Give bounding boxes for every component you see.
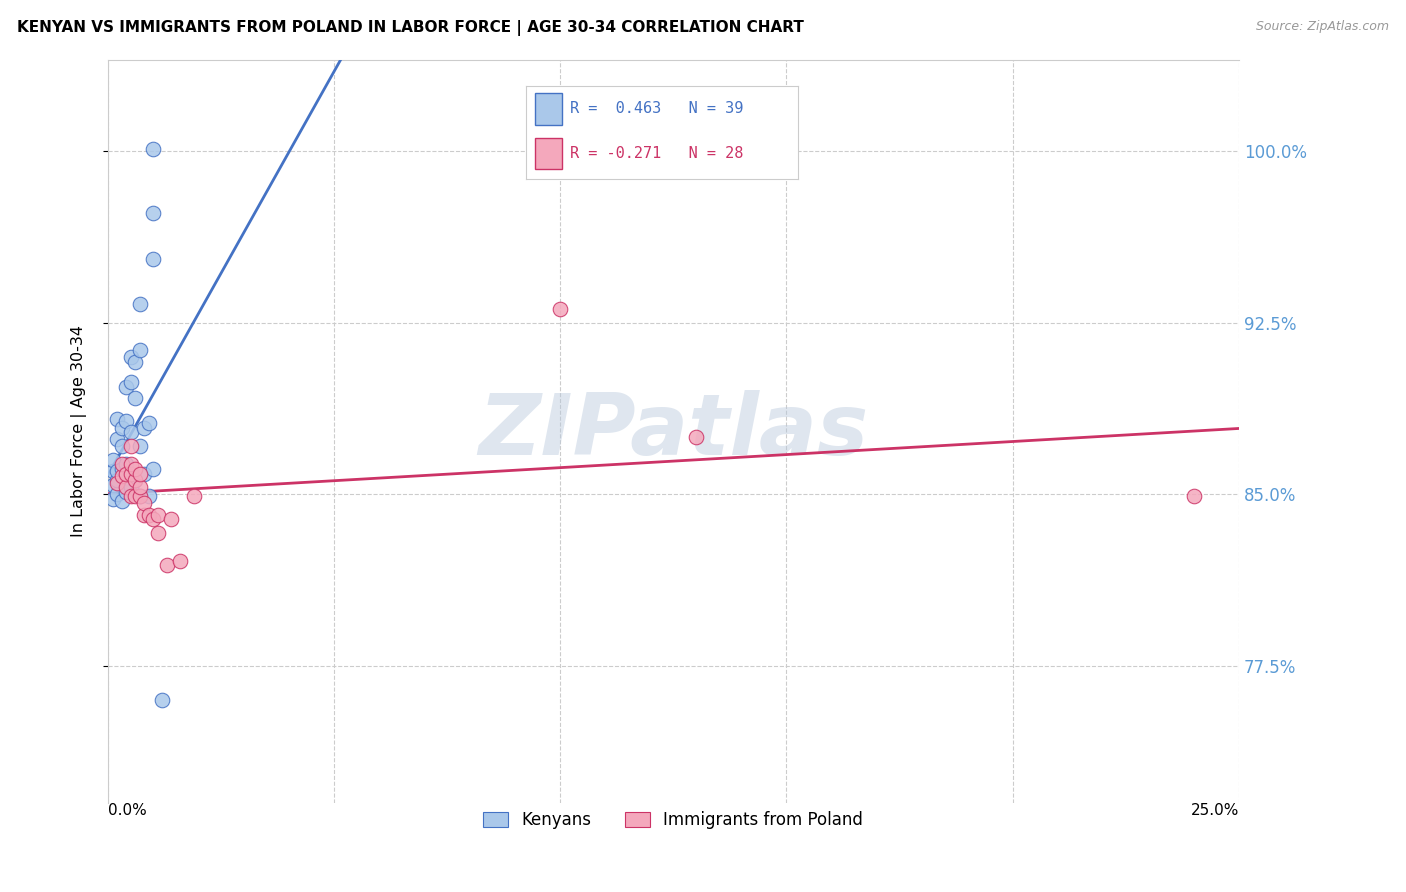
Point — [115, 484, 138, 499]
Point — [105, 474, 128, 488]
Point — [134, 508, 156, 522]
Point — [128, 343, 150, 357]
Point — [115, 458, 138, 472]
Text: KENYAN VS IMMIGRANTS FROM POLAND IN LABOR FORCE | AGE 30-34 CORRELATION CHART: KENYAN VS IMMIGRANTS FROM POLAND IN LABO… — [17, 20, 804, 36]
Point — [120, 458, 142, 472]
Point — [111, 494, 134, 508]
Point — [124, 474, 146, 488]
Point — [134, 496, 156, 510]
Text: 0.0%: 0.0% — [108, 803, 146, 818]
Point — [120, 425, 142, 440]
Point — [142, 512, 165, 526]
Point — [115, 467, 138, 481]
Point — [115, 379, 138, 393]
Point — [142, 252, 165, 266]
Point — [138, 490, 160, 504]
Point — [101, 453, 124, 467]
Point — [138, 417, 160, 431]
Point — [120, 439, 142, 453]
Point — [120, 467, 142, 481]
Point — [111, 421, 134, 435]
Point — [142, 142, 165, 156]
Point — [156, 558, 179, 573]
Point — [115, 414, 138, 428]
Point — [169, 553, 191, 567]
Point — [124, 474, 146, 488]
Point — [550, 301, 572, 316]
Point — [120, 480, 142, 494]
Point — [150, 693, 173, 707]
Point — [128, 297, 150, 311]
Point — [105, 475, 128, 490]
Text: Source: ZipAtlas.com: Source: ZipAtlas.com — [1256, 20, 1389, 33]
Point — [111, 439, 134, 453]
Point — [134, 421, 156, 435]
Point — [120, 490, 142, 504]
Point — [128, 467, 150, 481]
Point — [142, 462, 165, 476]
Point — [128, 439, 150, 453]
Point — [128, 480, 150, 494]
Point — [142, 206, 165, 220]
Point — [120, 350, 142, 364]
Point — [101, 491, 124, 506]
Point — [1182, 490, 1205, 504]
Point — [111, 468, 134, 483]
Point — [101, 464, 124, 478]
Point — [120, 467, 142, 481]
Point — [120, 375, 142, 389]
Y-axis label: In Labor Force | Age 30-34: In Labor Force | Age 30-34 — [72, 326, 87, 537]
Legend: Kenyans, Immigrants from Poland: Kenyans, Immigrants from Poland — [477, 805, 870, 836]
Point — [124, 490, 146, 504]
Point — [115, 480, 138, 494]
Point — [105, 432, 128, 446]
Point — [183, 490, 205, 504]
Point — [105, 487, 128, 501]
Point — [105, 411, 128, 425]
Point — [146, 526, 169, 541]
Point — [111, 458, 134, 472]
Point — [105, 464, 128, 478]
Point — [101, 478, 124, 492]
Point — [128, 490, 150, 504]
Point — [146, 508, 169, 522]
Text: ZIPatlas: ZIPatlas — [478, 390, 869, 473]
Point — [111, 462, 134, 476]
Point — [124, 391, 146, 405]
Point — [115, 467, 138, 481]
Point — [685, 430, 707, 444]
Point — [124, 354, 146, 368]
Point — [128, 490, 150, 504]
Point — [138, 508, 160, 522]
Text: 25.0%: 25.0% — [1191, 803, 1239, 818]
Point — [124, 462, 146, 476]
Point — [134, 467, 156, 481]
Point — [160, 512, 183, 526]
